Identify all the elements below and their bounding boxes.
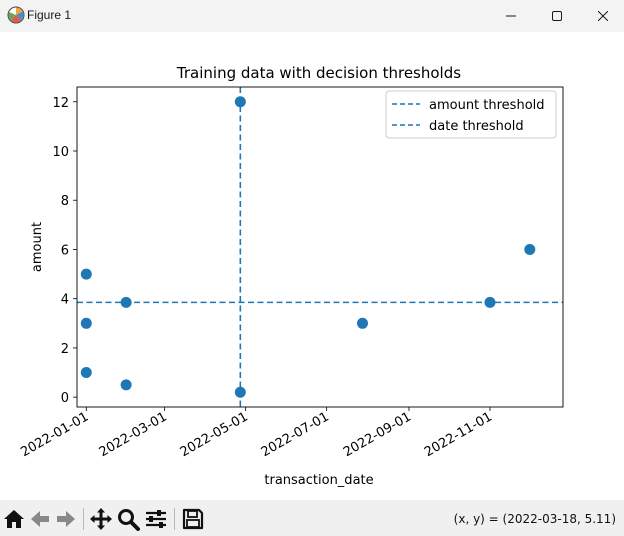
data-point <box>356 317 368 329</box>
title-bar: Figure 1 <box>0 0 624 32</box>
x-tick-label: 2022-09-01 <box>341 409 414 460</box>
configure-subplots-icon[interactable] <box>144 507 168 531</box>
y-tick-label: 2 <box>61 342 69 357</box>
toolbar-separator <box>83 508 84 530</box>
navigation-toolbar: (x, y) = (2022-03-18, 5.11) <box>0 500 624 536</box>
data-point <box>234 96 246 108</box>
y-tick-label: 4 <box>61 293 69 308</box>
data-point <box>80 268 92 280</box>
figure-canvas[interactable]: Training data with decision thresholds 0… <box>0 32 624 500</box>
x-tick-label: 2022-05-01 <box>178 409 251 460</box>
data-point <box>484 296 496 308</box>
home-icon[interactable] <box>2 507 26 531</box>
legend: amount threshold date threshold <box>385 90 557 139</box>
save-icon[interactable] <box>181 507 205 531</box>
close-icon <box>598 11 608 21</box>
x-tick-label: 2022-11-01 <box>422 409 495 460</box>
y-tick-label: 10 <box>52 145 69 160</box>
data-point <box>120 379 132 391</box>
chart-title: Training data with decision thresholds <box>176 64 461 82</box>
minimize-icon <box>506 15 516 17</box>
data-point <box>80 367 92 379</box>
x-axis-ticks: 2022-01-01 2022-03-01 2022-05-01 2022-07-01… <box>18 407 495 460</box>
data-point <box>120 296 132 308</box>
data-point <box>524 243 536 255</box>
y-tick-label: 8 <box>61 194 69 209</box>
x-tick-label: 2022-03-01 <box>97 409 170 460</box>
threshold-lines <box>77 87 563 407</box>
y-tick-label: 12 <box>52 96 69 111</box>
minimize-button[interactable] <box>488 0 534 32</box>
maximize-button[interactable] <box>534 0 580 32</box>
y-axis-label: amount <box>30 222 45 272</box>
cursor-coordinates: (x, y) = (2022-03-18, 5.11) <box>453 512 616 526</box>
scatter-chart[interactable]: Training data with decision thresholds 0… <box>0 32 624 500</box>
data-point <box>80 317 92 329</box>
pan-icon[interactable] <box>89 507 113 531</box>
legend-entry-amount-threshold: amount threshold <box>429 98 545 113</box>
legend-entry-date-threshold: date threshold <box>429 119 524 134</box>
maximize-icon <box>552 11 562 21</box>
x-tick-label: 2022-01-01 <box>18 409 91 460</box>
plot-frame <box>76 86 564 408</box>
legend-box <box>385 90 557 139</box>
data-points <box>80 96 536 398</box>
window-title: Figure 1 <box>27 8 72 22</box>
y-axis-ticks: 0 2 4 6 8 10 12 <box>52 96 77 406</box>
matplotlib-logo-icon <box>7 6 25 24</box>
close-button[interactable] <box>580 0 624 32</box>
back-arrow-icon[interactable] <box>28 507 52 531</box>
y-tick-label: 0 <box>61 391 69 406</box>
data-point <box>234 386 246 398</box>
x-axis-label: transaction_date <box>264 473 373 488</box>
forward-arrow-icon[interactable] <box>54 507 78 531</box>
y-tick-label: 6 <box>61 243 69 258</box>
x-tick-label: 2022-07-01 <box>259 409 332 460</box>
zoom-icon[interactable] <box>116 507 140 531</box>
toolbar-separator <box>174 508 175 530</box>
